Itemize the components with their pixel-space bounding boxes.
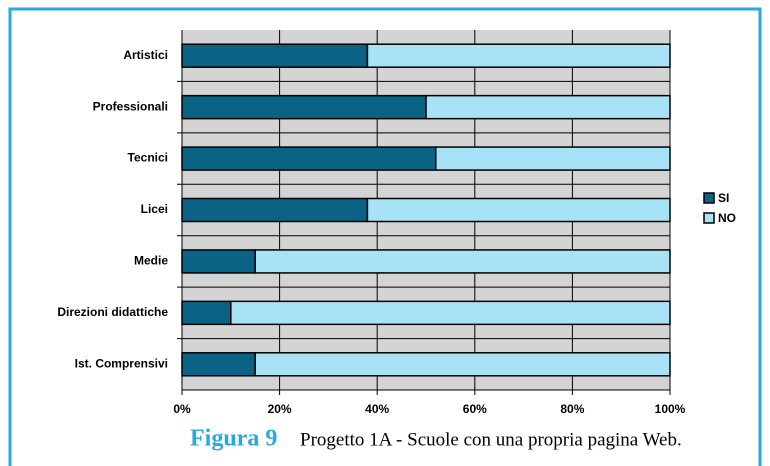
figure-label: Figura 9 (190, 426, 277, 452)
x-tick-label: 40% (365, 402, 389, 416)
bar-segment (254, 352, 671, 377)
x-tick-label: 20% (268, 402, 292, 416)
legend-label: NO (718, 211, 736, 225)
x-tick-label: 100% (655, 402, 686, 416)
bar-segment (181, 94, 427, 120)
y-tick-label: Ist. Comprensivi (75, 356, 168, 370)
y-tick-label: Licei (141, 202, 168, 216)
bar-segment (181, 197, 369, 223)
legend-label: SI (718, 191, 729, 205)
y-tick-label: Direzioni didattiche (57, 305, 168, 319)
frame (8, 7, 762, 466)
bar-segment (181, 300, 232, 326)
legend-swatch (703, 192, 715, 204)
bar-segment (435, 146, 671, 171)
x-tick-label: 60% (463, 402, 487, 416)
bar-segment (181, 352, 256, 377)
x-tick-label: 0% (173, 402, 191, 416)
x-tick-label: 80% (560, 402, 584, 416)
y-tick-label: Artistici (123, 48, 168, 62)
bar-segment (181, 43, 369, 68)
bar-segment (366, 43, 671, 68)
bar-segment (366, 197, 671, 223)
bar-segment (254, 249, 671, 274)
chart-title: Progetto 1A - Scuole con una propria pag… (300, 429, 682, 450)
y-tick-label: Tecnici (128, 151, 168, 165)
y-tick-label: Professionali (93, 99, 168, 113)
bar-segment (230, 300, 671, 326)
y-tick-label: Medie (134, 254, 168, 268)
bar-segment (181, 249, 256, 274)
legend-swatch (703, 212, 715, 224)
bar-segment (181, 146, 437, 171)
bar-segment (425, 94, 671, 120)
